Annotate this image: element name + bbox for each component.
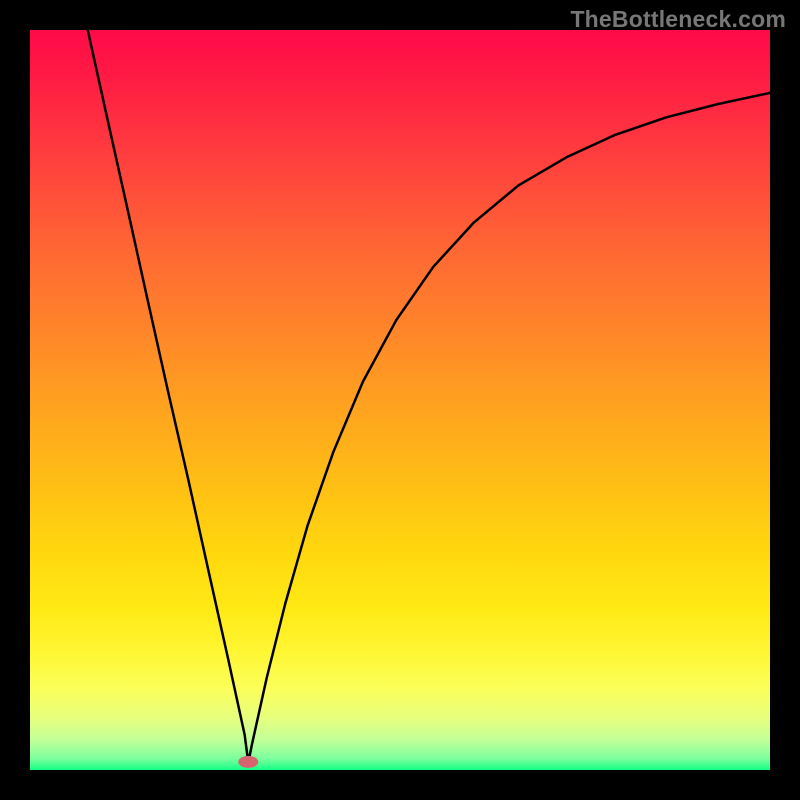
plot-background <box>30 30 770 770</box>
minimum-marker <box>238 756 258 768</box>
chart-container: { "watermark": { "text": "TheBottleneck.… <box>0 0 800 800</box>
bottleneck-chart <box>0 0 800 800</box>
watermark-text: TheBottleneck.com <box>570 6 786 33</box>
